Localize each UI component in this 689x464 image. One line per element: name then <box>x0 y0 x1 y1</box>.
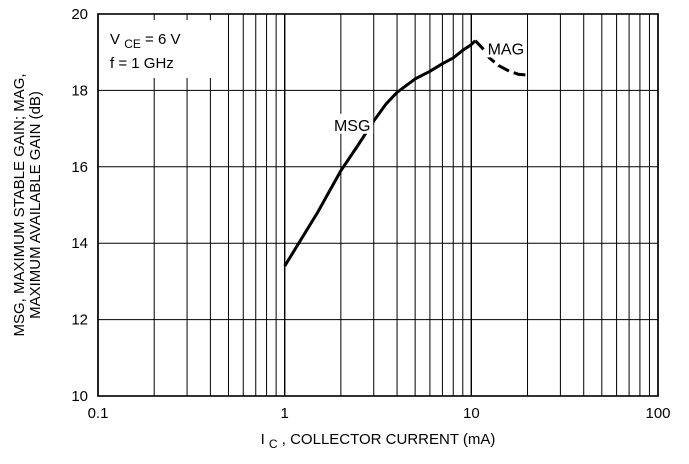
x-tick-label: 0.1 <box>88 405 109 422</box>
y-tick-label: 10 <box>71 388 88 405</box>
y-tick-label: 16 <box>71 159 88 176</box>
x-axis-label-rest: , COLLECTOR CURRENT (mA) <box>282 431 496 448</box>
conditions-box: V CE = 6 V f = 1 GHz <box>104 20 216 78</box>
series-label-mag: MAG <box>488 41 524 58</box>
series-line-msg <box>285 41 476 266</box>
x-tick-label: 100 <box>645 405 670 422</box>
series-labels: MSG MAG <box>331 37 527 134</box>
y-tick-label: 18 <box>71 82 88 99</box>
x-tick-label: 10 <box>463 405 480 422</box>
y-tick-label: 12 <box>71 312 88 329</box>
y-axis-label-line-1: MSG, MAXIMUM STABLE GAIN; MAG, <box>11 73 28 336</box>
vce-prefix: V <box>110 31 120 48</box>
frequency-condition: f = 1 GHz <box>110 55 174 72</box>
y-tick-label: 14 <box>71 235 88 252</box>
y-axis-label-line-2: MAXIMUM AVAILABLE GAIN (dB) <box>27 91 44 319</box>
x-axis-label-prefix: I <box>261 431 265 448</box>
series-layer <box>285 41 528 266</box>
vce-value: = 6 V <box>145 31 180 48</box>
vce-subscript: CE <box>124 37 141 51</box>
x-tick-label: 1 <box>280 405 288 422</box>
x-axis-label: I C , COLLECTOR CURRENT (mA) <box>261 431 496 452</box>
y-tick-label: 20 <box>71 6 88 23</box>
series-label-msg: MSG <box>334 118 370 135</box>
x-axis-label-subscript: C <box>269 437 278 451</box>
